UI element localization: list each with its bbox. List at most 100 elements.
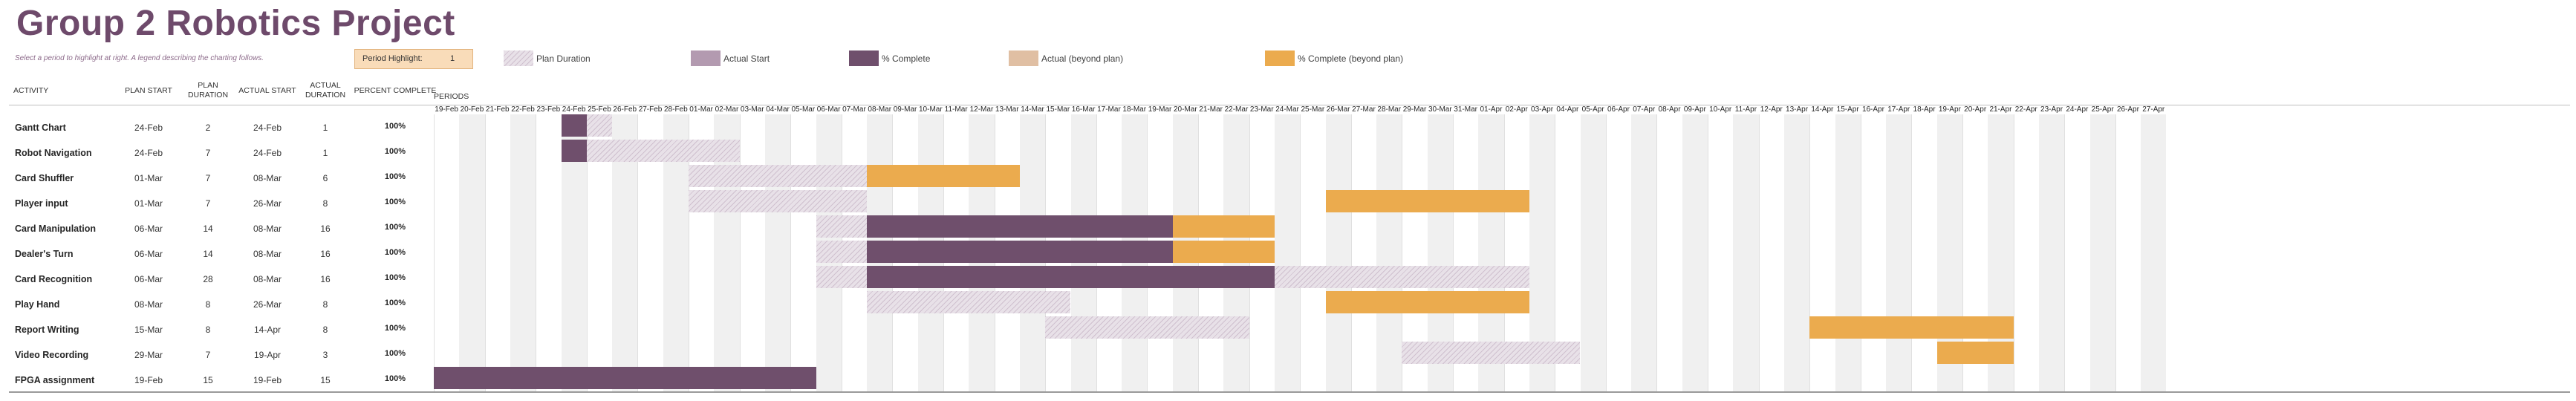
day-label: 07-Apr xyxy=(1633,105,1656,114)
percent-complete-bar xyxy=(561,140,587,162)
day-label: 19-Apr xyxy=(1938,105,1961,114)
period-highlight-label: Period Highlight: xyxy=(362,54,423,63)
period-highlight-value[interactable]: 1 xyxy=(450,54,455,63)
day-label: 28-Mar xyxy=(1377,105,1402,114)
day-column xyxy=(689,114,715,391)
day-column xyxy=(1733,114,1759,391)
percent-complete-bar xyxy=(867,266,1275,288)
plan-start-cell: 06-Mar xyxy=(134,274,163,284)
day-label: 11-Mar xyxy=(944,105,968,114)
bottom-divider xyxy=(9,391,2570,393)
day-label: 14-Apr xyxy=(1811,105,1834,114)
day-label: 08-Apr xyxy=(1658,105,1681,114)
day-column xyxy=(1835,114,1861,391)
percent-complete-cell: 100% xyxy=(384,349,406,358)
actual-start-cell: 14-Apr xyxy=(253,325,282,335)
plan-duration-bar xyxy=(689,165,868,187)
beyond-plan-bar xyxy=(1809,316,2014,339)
day-label: 17-Apr xyxy=(1887,105,1910,114)
percent-complete-cell: 100% xyxy=(384,122,406,131)
percent-complete-cell: 100% xyxy=(384,198,406,206)
activity-name: Dealer's Turn xyxy=(15,249,74,259)
day-column xyxy=(1274,114,1301,391)
day-column xyxy=(510,114,536,391)
plan-duration-cell: 7 xyxy=(205,198,211,209)
day-column xyxy=(586,114,613,391)
day-label: 18-Mar xyxy=(1122,105,1147,114)
day-label: 04-Mar xyxy=(766,105,790,114)
period-highlight-input[interactable]: Period Highlight: 1 xyxy=(354,49,473,69)
percent-complete-bar xyxy=(561,114,587,137)
header-actual-duration: ACTUAL DURATION xyxy=(305,81,346,100)
header-plan-duration: PLAN DURATION xyxy=(187,81,229,100)
percent-complete-bar xyxy=(867,215,1173,238)
day-label: 20-Mar xyxy=(1173,105,1197,114)
day-label: 10-Mar xyxy=(918,105,943,114)
plan-duration-cell: 8 xyxy=(205,325,211,335)
activity-name: Card Shuffler xyxy=(15,173,74,183)
day-column xyxy=(1631,114,1657,391)
plan-start-cell: 24-Feb xyxy=(134,148,163,158)
day-label: 18-Apr xyxy=(1913,105,1936,114)
day-label: 04-Apr xyxy=(1556,105,1579,114)
day-label: 05-Apr xyxy=(1581,105,1604,114)
legend-label-complete: % Complete xyxy=(882,53,931,64)
legend-label-actual: Actual Start xyxy=(723,53,770,64)
actual-duration-cell: 8 xyxy=(322,198,328,209)
day-column xyxy=(2064,114,2090,391)
day-column xyxy=(459,114,485,391)
actual-duration-cell: 1 xyxy=(322,123,328,133)
day-label: 13-Apr xyxy=(1786,105,1809,114)
day-column xyxy=(536,114,562,391)
actual-duration-cell: 15 xyxy=(320,375,331,385)
day-label: 12-Mar xyxy=(969,105,994,114)
day-label: 24-Mar xyxy=(1275,105,1299,114)
day-label: 20-Apr xyxy=(1964,105,1987,114)
day-label: 15-Mar xyxy=(1046,105,1070,114)
day-label: 23-Feb xyxy=(536,105,561,114)
day-label: 29-Mar xyxy=(1402,105,1427,114)
plan-duration-cell: 8 xyxy=(205,299,211,310)
day-column xyxy=(739,114,766,391)
percent-complete-bar xyxy=(867,241,1173,263)
percent-complete-cell: 100% xyxy=(384,273,406,282)
actual-duration-cell: 1 xyxy=(322,148,328,158)
day-column xyxy=(2089,114,2115,391)
day-label: 19-Mar xyxy=(1148,105,1172,114)
actual-start-cell: 08-Mar xyxy=(253,249,282,259)
day-label: 25-Apr xyxy=(2091,105,2114,114)
day-label: 08-Mar xyxy=(868,105,892,114)
plan-duration-cell: 14 xyxy=(203,224,213,234)
activity-name: Card Manipulation xyxy=(15,224,97,234)
actual-duration-cell: 6 xyxy=(322,173,328,183)
day-column xyxy=(1860,114,1887,391)
day-label: 12-Apr xyxy=(1760,105,1783,114)
day-label: 01-Apr xyxy=(1480,105,1503,114)
day-column xyxy=(1580,114,1606,391)
plan-start-cell: 08-Mar xyxy=(134,299,163,310)
day-label: 23-Mar xyxy=(1249,105,1274,114)
day-label: 22-Feb xyxy=(511,105,535,114)
plan-duration-bar xyxy=(867,291,1071,313)
day-label: 07-Mar xyxy=(842,105,866,114)
day-label: 23-Apr xyxy=(2040,105,2063,114)
day-column xyxy=(764,114,791,391)
header-percent-complete: PERCENT COMPLETE xyxy=(354,86,437,95)
actual-duration-cell: 8 xyxy=(322,325,328,335)
day-column xyxy=(2115,114,2141,391)
day-label: 20-Feb xyxy=(460,105,484,114)
plan-duration-cell: 7 xyxy=(205,350,211,360)
day-column xyxy=(1809,114,1835,391)
beyond-plan-bar xyxy=(1325,291,1529,313)
instructions-text: Select a period to highlight at right. A… xyxy=(15,54,264,62)
day-label: 30-Mar xyxy=(1428,105,1452,114)
actual-start-cell: 26-Mar xyxy=(253,299,282,310)
percent-complete-cell: 100% xyxy=(384,147,406,156)
day-column xyxy=(790,114,816,391)
day-label: 21-Mar xyxy=(1199,105,1223,114)
day-label: 26-Feb xyxy=(613,105,637,114)
actual-duration-cell: 16 xyxy=(320,274,331,284)
plan-start-cell: 01-Mar xyxy=(134,198,163,209)
day-column xyxy=(1758,114,1785,391)
activity-name: Card Recognition xyxy=(15,274,93,284)
